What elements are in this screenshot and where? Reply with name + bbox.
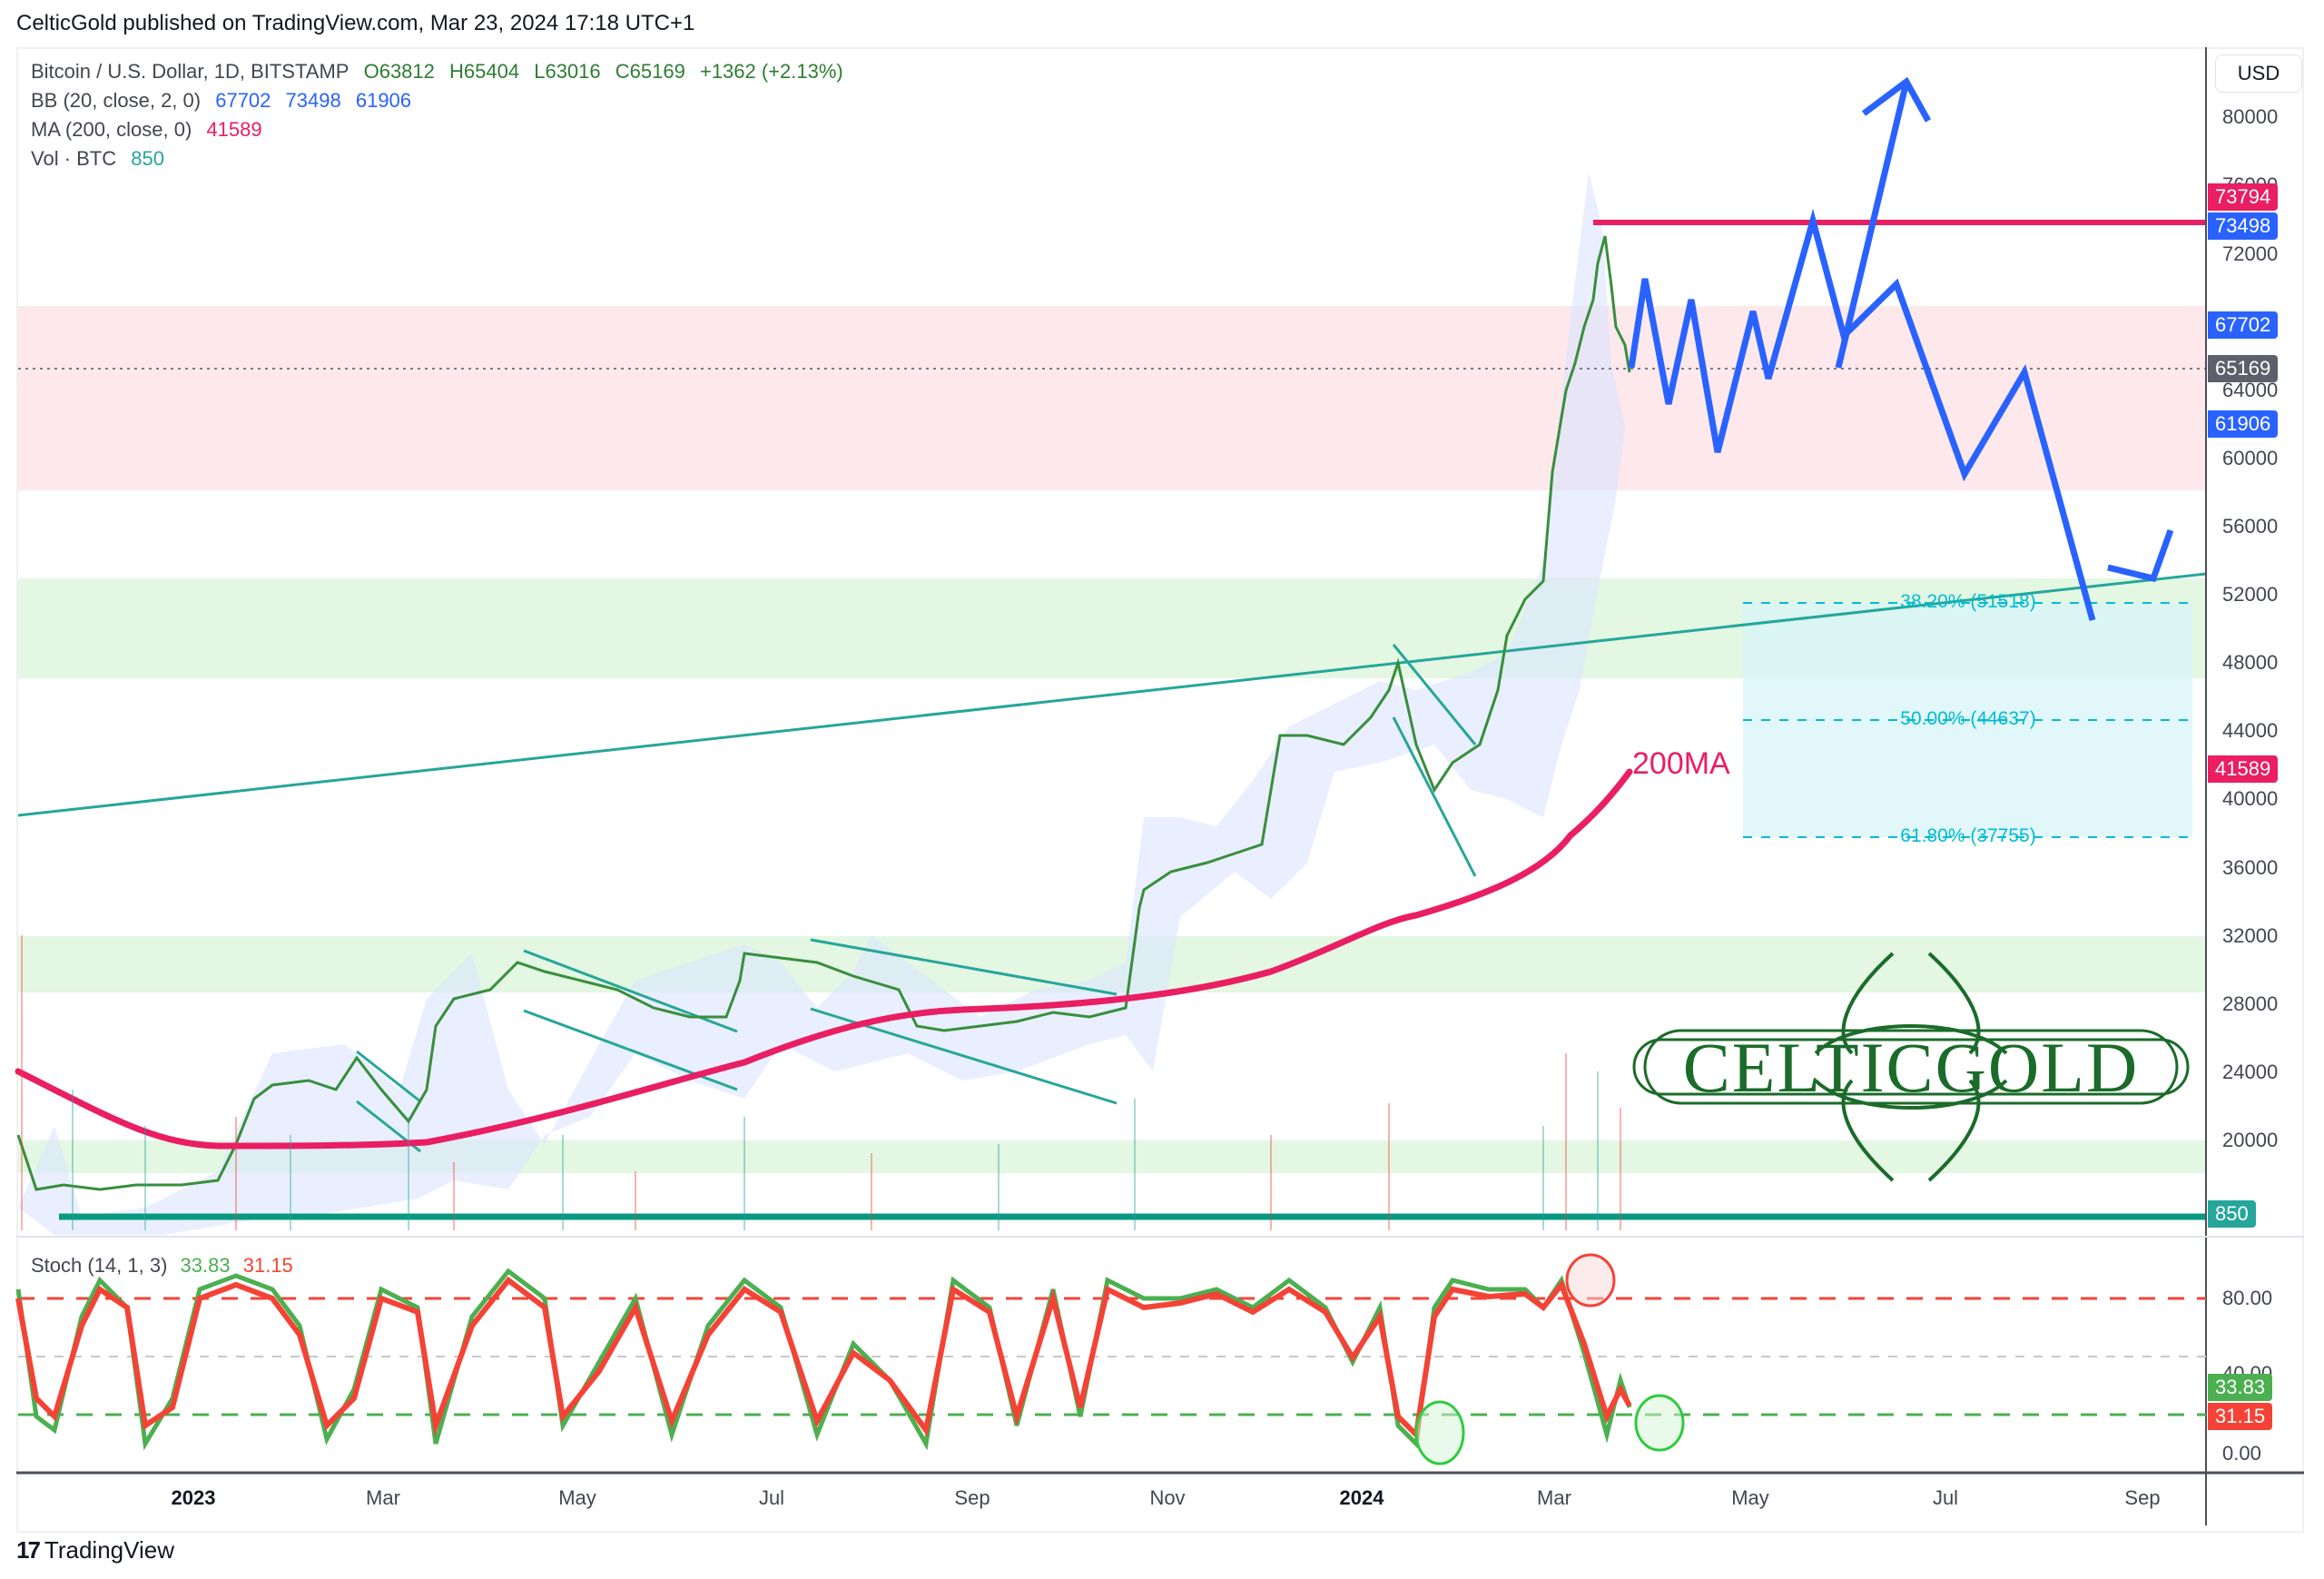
stoch-k-value: 33.83	[180, 1254, 231, 1277]
price-tick: 52000	[2222, 583, 2279, 606]
time-tick: Jul	[758, 1486, 785, 1509]
symbol-title[interactable]: Bitcoin / U.S. Dollar, 1D, BITSTAMP	[31, 60, 350, 83]
stoch-d-value: 31.15	[242, 1254, 293, 1277]
forecast-bear-arrowhead	[2107, 528, 2174, 583]
price-tick: 64000	[2222, 379, 2279, 401]
ohlc-close: C65169	[615, 60, 685, 83]
bb-basis-value: 67702	[215, 89, 271, 112]
price-tick: 36000	[2222, 856, 2279, 879]
tradingview-brand[interactable]: 17 TradingView	[16, 1536, 174, 1564]
time-tick: Jul	[1932, 1486, 1959, 1509]
bb-upper-price-tag: 73498	[2208, 212, 2279, 240]
vol-label: Vol · BTC	[31, 147, 117, 170]
time-tick: Sep	[954, 1486, 990, 1509]
resistance-price-tag: 73794	[2208, 183, 2279, 211]
last-price-tag: 65169	[2208, 355, 2279, 382]
bb-upper-value: 73498	[285, 89, 341, 112]
long-term-trendline	[17, 572, 2207, 817]
price-tick: 80000	[2222, 105, 2279, 128]
ohlc-change: +1362 (+2.13%)	[699, 60, 843, 83]
price-tick: 48000	[2222, 651, 2279, 674]
fib-618-label: 61.80% (37755)	[1900, 825, 2036, 846]
currency-button[interactable]: USD	[2215, 54, 2302, 93]
bb-lower-price-tag: 61906	[2208, 410, 2279, 438]
stoch-label: Stoch (14, 1, 3)	[31, 1254, 168, 1277]
stoch-oversold-circle-past	[1414, 1400, 1465, 1466]
ohlc-high: H65404	[449, 60, 520, 83]
price-tick: 28000	[2222, 992, 2279, 1015]
volume-bars	[21, 935, 1621, 1230]
time-tick: Mar	[366, 1486, 400, 1509]
stoch-tick: 80.00	[2222, 1287, 2273, 1309]
forecast-main-path	[1628, 208, 2096, 621]
symbol-legend: Bitcoin / U.S. Dollar, 1D, BITSTAMP O638…	[31, 60, 852, 84]
ohlc-open: O63812	[363, 60, 435, 83]
price-tick: 72000	[2222, 242, 2279, 265]
celticgold-logo: CELTICGOLD	[1625, 944, 2197, 1194]
fib-382-label: 38.20% (51518)	[1900, 591, 2036, 612]
red-resistance-zone	[18, 306, 2206, 490]
ma-legend[interactable]: MA (200, close, 0) 41589	[31, 118, 271, 142]
vol-value: 850	[131, 147, 164, 170]
volume-legend[interactable]: Vol · BTC 850	[31, 147, 173, 171]
stoch-d-line	[15, 1276, 1632, 1441]
ma200-price-tag: 41589	[2208, 755, 2279, 783]
stoch-tick: 0.00	[2222, 1442, 2261, 1465]
time-tick: 2024	[1339, 1486, 1384, 1509]
price-tick: 32000	[2222, 924, 2279, 947]
stoch-legend[interactable]: Stoch (14, 1, 3) 33.83 31.15	[31, 1254, 300, 1278]
stoch-oversold-circle-future	[1634, 1394, 1685, 1452]
published-caption: CelticGold published on TradingView.com,…	[16, 11, 695, 35]
price-tick: 20000	[2222, 1129, 2279, 1151]
price-tick: 60000	[2222, 447, 2279, 469]
time-tick: Nov	[1149, 1486, 1186, 1509]
time-tick: May	[1731, 1486, 1769, 1509]
bollinger-band-cloud	[18, 173, 1625, 1235]
time-tick: Sep	[2124, 1486, 2161, 1509]
bb-legend[interactable]: BB (20, close, 2, 0) 67702 73498 61906	[31, 89, 420, 113]
stoch-k-tag: 33.83	[2208, 1374, 2273, 1401]
price-tick: 44000	[2222, 719, 2279, 742]
volume-price-tag: 850	[2208, 1200, 2256, 1228]
ma-label: MA (200, close, 0)	[31, 118, 192, 141]
stoch-overbought-circle	[1565, 1253, 1616, 1308]
ma200-annotation: 200MA	[1632, 746, 1730, 781]
stoch-d-tag: 31.15	[2208, 1403, 2273, 1430]
price-tick: 24000	[2222, 1061, 2279, 1083]
forecast-bull-path	[1835, 81, 1910, 369]
ma-value: 41589	[206, 118, 262, 141]
forecast-bull-arrowhead	[1861, 76, 1932, 123]
price-tick: 56000	[2222, 515, 2279, 538]
time-tick: Mar	[1537, 1486, 1571, 1509]
time-tick: May	[558, 1486, 596, 1509]
price-tick: 40000	[2222, 787, 2279, 810]
ohlc-low: L63016	[534, 60, 601, 83]
celticgold-logo-text: CELTICGOLD	[1683, 1028, 2139, 1107]
bb-label: BB (20, close, 2, 0)	[31, 89, 202, 112]
fib-500-label: 50.00% (44637)	[1900, 708, 2036, 729]
tradingview-logo-icon: 17	[16, 1536, 41, 1564]
ma200-line	[15, 768, 1633, 1150]
tradingview-wordmark: TradingView	[44, 1536, 174, 1564]
chart-frame	[16, 47, 2304, 1533]
bb-basis-price-tag: 67702	[2208, 311, 2279, 339]
time-tick: 2023	[171, 1486, 216, 1509]
bb-lower-value: 61906	[355, 89, 412, 112]
price-series	[16, 235, 1631, 1191]
